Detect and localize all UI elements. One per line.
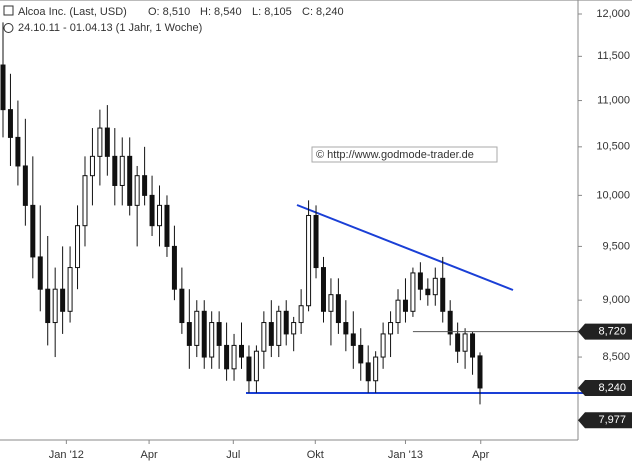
candle-body	[253, 350, 259, 382]
y-tick-label: 8,500	[602, 351, 630, 363]
candle-body	[112, 155, 118, 186]
candle-body	[97, 127, 103, 157]
trend-line	[296, 204, 514, 291]
y-tick-label: 10,000	[596, 189, 630, 201]
candle-body	[142, 175, 148, 196]
candle-body	[447, 310, 453, 335]
candle-body	[45, 288, 51, 324]
candle-body	[149, 194, 155, 227]
candle-body	[171, 245, 177, 290]
y-tick-label: 9,500	[602, 240, 630, 252]
candle-body	[380, 333, 386, 358]
y-tick-label: 11,000	[597, 94, 630, 106]
candle-body	[209, 322, 215, 358]
candle-body	[60, 288, 66, 312]
clock-icon	[3, 23, 14, 33]
candle-body	[283, 310, 289, 335]
watermark-box	[311, 146, 498, 163]
chart-icon	[3, 5, 14, 16]
x-tick-label: Jan '12	[49, 449, 84, 461]
x-tick-label: Jul	[226, 449, 240, 461]
header: Alcoa Inc. (Last, USD) O: 8,510 H: 8,540…	[3, 5, 344, 34]
candle-body	[157, 204, 163, 227]
candle-body	[164, 204, 170, 247]
y-tick-label: 10,500	[596, 141, 630, 153]
candle-body	[417, 272, 423, 290]
value-tag-label: 8,720	[598, 326, 626, 338]
candle-body	[194, 310, 200, 346]
candle-body	[328, 294, 334, 312]
candle-body	[306, 214, 312, 307]
candle-body	[104, 127, 110, 157]
watermark: © http://www.godmode-trader.de	[316, 149, 474, 161]
candle-body	[343, 322, 349, 335]
candle-body	[22, 165, 28, 206]
ohlc-low: L: 8,105	[252, 6, 292, 18]
candle-body	[320, 267, 326, 312]
x-tick-label: Jan '13	[388, 449, 423, 461]
candle-body	[365, 362, 371, 382]
candle-body	[388, 322, 394, 335]
ohlc-open: O: 8,510	[148, 6, 190, 18]
candle-body	[7, 109, 13, 138]
candle-body	[261, 322, 267, 352]
candle-body	[231, 344, 237, 370]
candle-body	[82, 175, 88, 227]
candle-body	[15, 136, 21, 167]
y-tick-label: 12,000	[596, 8, 630, 20]
candle-body	[246, 356, 252, 382]
candle-body	[373, 356, 379, 382]
value-tag	[578, 412, 632, 429]
candle-body	[134, 175, 140, 206]
candle-body	[276, 310, 282, 346]
candle-body	[291, 322, 297, 335]
candle-body	[425, 288, 431, 296]
candle-body	[216, 322, 222, 346]
value-tag	[578, 379, 632, 396]
ohlc-close: C: 8,240	[302, 6, 344, 18]
candle-body	[358, 344, 364, 364]
candle-body	[432, 277, 438, 296]
chart-title: Alcoa Inc. (Last, USD)	[18, 6, 127, 18]
x-tick-label: Apr	[141, 449, 158, 461]
candle-body	[127, 155, 133, 206]
candle-body	[402, 299, 408, 312]
candle-body	[0, 64, 6, 111]
y-tick-label: 9,000	[602, 294, 630, 306]
candle-body	[462, 333, 468, 352]
candle-body	[67, 267, 73, 312]
candle-body	[313, 214, 319, 269]
y-tick-label: 11,500	[597, 50, 630, 62]
candle-body	[119, 155, 125, 186]
candle-body	[75, 225, 81, 269]
candle-body	[410, 272, 416, 312]
candle-body	[201, 310, 207, 358]
candle-body	[268, 322, 274, 346]
chart-subtitle: 24.10.11 - 01.04.13 (1 Jahr, 1 Woche)	[18, 22, 202, 34]
candle-body	[89, 155, 95, 177]
candle-body	[440, 277, 446, 312]
value-tag-label: 7,977	[598, 414, 626, 426]
candle-body	[477, 355, 483, 389]
candle-body	[335, 294, 341, 324]
candle-body	[186, 322, 192, 346]
candle-body	[30, 204, 36, 258]
value-tag-label: 8,240	[598, 382, 626, 394]
candle-body	[37, 256, 43, 290]
candle-body	[179, 288, 185, 324]
value-tag	[578, 323, 632, 340]
candle-body	[224, 344, 230, 370]
candle-body	[395, 299, 401, 324]
x-tick-label: Apr	[472, 449, 489, 461]
candle-body	[52, 288, 58, 324]
candle-body	[455, 333, 461, 352]
ohlc-high: H: 8,540	[200, 6, 242, 18]
candle-body	[470, 333, 476, 358]
candle-body	[239, 344, 244, 358]
candle-body	[350, 333, 356, 346]
x-tick-label: Okt	[307, 449, 324, 461]
candle-body	[298, 305, 304, 324]
